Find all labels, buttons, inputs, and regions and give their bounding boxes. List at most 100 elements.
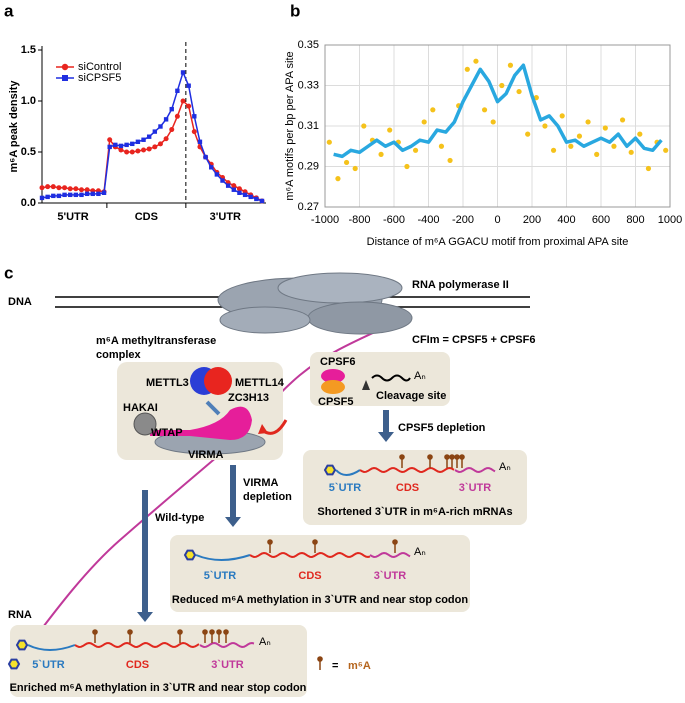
point [62,185,68,191]
panel-label: c [4,263,13,282]
x-tick-label: -600 [383,214,405,226]
point [118,143,124,149]
point [516,88,522,95]
m6a-head [459,454,465,460]
point [146,146,152,152]
point [619,117,626,123]
m6a-head [209,629,215,635]
region-label: CDS [135,211,158,223]
x-tick-label: -1000 [311,214,339,226]
utr5-label: 5`UTR [32,659,64,671]
cap [15,639,29,651]
point [220,178,225,183]
point [585,119,591,125]
cap [323,464,337,476]
point [169,106,174,112]
point [352,165,358,172]
point [421,119,427,125]
point [84,187,90,193]
label: Cleavage site [376,390,446,402]
point [602,125,608,131]
point [361,123,367,129]
m6a-head [449,454,455,460]
legend-label: siControl [78,61,121,73]
point [186,103,192,109]
point [157,141,163,147]
point [39,185,45,191]
point [124,142,129,148]
point [146,134,152,139]
point [499,82,505,89]
point [192,114,197,119]
point [473,58,479,64]
x-tick-label: -200 [452,214,474,226]
tail-label: Aₙ [414,546,426,558]
point [237,190,242,195]
label: HAKAI [123,402,158,414]
point [180,70,186,75]
tail-label: Aₙ [259,636,271,648]
utr3-line [454,466,496,473]
cpsf5-shape [321,380,345,394]
legend-marker [61,63,69,71]
mettl14-shape [204,367,232,395]
utr3-label: 3`UTR [211,659,243,671]
cds-label: CDS [126,659,149,671]
arrows [137,410,394,622]
point [568,143,574,149]
point [39,195,45,201]
cds-line [249,551,371,559]
m6a-head [216,629,222,635]
point [387,127,393,133]
x-tick-label: 0 [494,214,500,226]
point [186,83,191,88]
label: ZC3H13 [228,392,269,404]
m6a-head [223,629,229,635]
cds-line [359,466,455,474]
utr5-label: 5`UTR [204,570,236,582]
point [169,127,175,133]
point [637,131,643,137]
point [559,113,565,119]
m6a-head [427,454,433,460]
point [326,139,332,145]
point [231,187,236,192]
point [130,141,135,147]
point [209,165,214,170]
point [180,98,186,104]
point [550,147,557,153]
point [611,143,617,149]
legend-marker [62,75,68,81]
cpsf6-shape [321,369,345,383]
point [481,107,488,113]
point [378,151,384,157]
point [175,88,180,93]
point [464,66,470,72]
point [96,191,101,197]
y-tick-label: 0.31 [298,120,319,132]
point [135,148,141,154]
label: VIRMA [188,449,224,461]
label: VIRMA [243,477,279,489]
point [107,137,113,143]
poly-a [371,374,411,382]
hakai-shape [133,412,157,436]
point [68,192,73,198]
y-tick-label: 0.33 [298,79,319,91]
point [124,149,130,155]
point [645,165,652,172]
point [248,194,253,200]
cds-label: CDS [396,482,419,494]
series-line [41,99,263,202]
point [236,186,242,192]
label: Aₙ [414,370,426,382]
point [163,136,169,142]
point [129,149,135,155]
panel-label: a [4,1,14,20]
m6a-head [267,539,273,545]
point [197,139,203,144]
mrna-caption: Reduced m⁶A methylation in 3`UTR and nea… [172,594,468,606]
x-tick-label: 1000 [658,214,682,226]
point [45,184,51,190]
